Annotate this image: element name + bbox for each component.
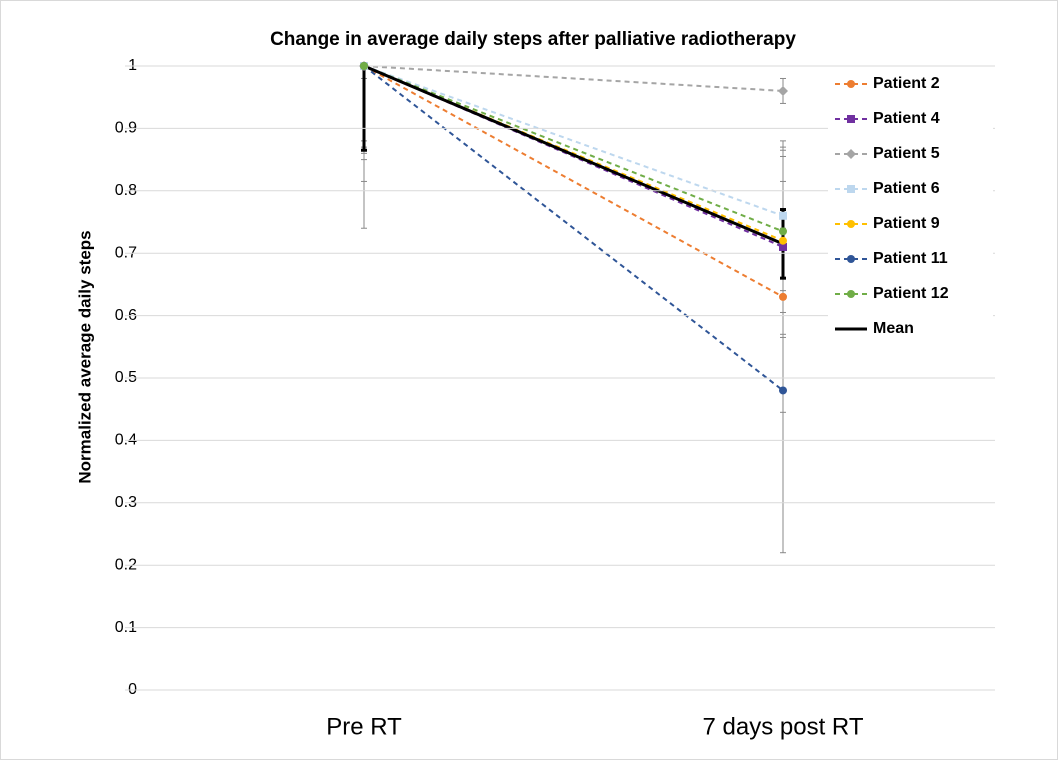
series-line bbox=[363, 66, 784, 392]
legend-label: Patient 5 bbox=[873, 145, 940, 162]
series-line bbox=[363, 66, 784, 246]
marker bbox=[847, 80, 855, 88]
marker bbox=[779, 242, 787, 251]
marker bbox=[779, 227, 787, 236]
x-tick-label: Pre RT bbox=[326, 713, 402, 740]
series-line bbox=[363, 66, 784, 298]
x-tick-label: 7 days post RT bbox=[703, 713, 864, 740]
marker bbox=[779, 292, 787, 301]
legend-label: Patient 6 bbox=[873, 180, 940, 197]
y-axis-label: Normalized average daily steps bbox=[75, 230, 94, 483]
marker bbox=[779, 236, 787, 245]
marker bbox=[847, 290, 855, 298]
marker bbox=[847, 115, 855, 123]
chart-title: Change in average daily steps after pall… bbox=[270, 29, 796, 50]
marker bbox=[847, 220, 855, 228]
marker bbox=[779, 211, 787, 220]
marker bbox=[847, 255, 855, 263]
legend-label: Patient 2 bbox=[873, 75, 940, 92]
series-line bbox=[363, 66, 784, 92]
legend-box bbox=[828, 68, 993, 350]
marker bbox=[778, 85, 788, 96]
marker bbox=[847, 185, 855, 193]
legend-label: Patient 4 bbox=[873, 110, 940, 127]
marker bbox=[360, 62, 368, 70]
legend-label: Patient 12 bbox=[873, 285, 949, 302]
marker bbox=[846, 149, 856, 159]
legend-label: Patient 11 bbox=[873, 250, 948, 267]
legend-label: Patient 9 bbox=[873, 215, 940, 232]
series-line bbox=[363, 66, 784, 233]
marker bbox=[779, 386, 787, 395]
legend-label: Mean bbox=[873, 320, 914, 337]
